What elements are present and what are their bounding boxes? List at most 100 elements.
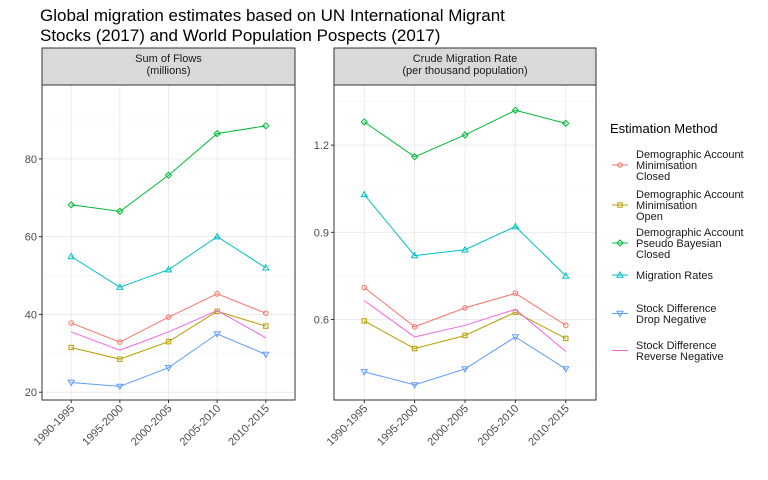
data-point [261, 263, 270, 271]
x-tick-label: 1995-2000 [375, 403, 421, 449]
data-point [67, 201, 75, 209]
y-tick-label: 1.2 [314, 140, 329, 152]
x-tick-label: 1995-2000 [80, 403, 126, 449]
x-tick-label: 2005-2010 [476, 403, 522, 449]
legend-label: Closed [636, 171, 670, 183]
legend-label: Demographic Account [636, 189, 744, 201]
data-point [117, 339, 123, 345]
data-point [461, 131, 469, 139]
data-point [214, 291, 220, 297]
legend-label: Open [636, 211, 663, 223]
chart-title-line-1: Global migration estimates based on UN I… [40, 6, 505, 25]
series-dam_closed [68, 291, 269, 345]
data-point [164, 365, 173, 372]
x-tick-label: 2000-2005 [425, 403, 471, 449]
data-point [410, 251, 419, 259]
legend: Estimation Method Demographic AccountMin… [610, 121, 744, 363]
data-point [261, 351, 270, 359]
series-sd_drop [360, 334, 570, 389]
data-point [360, 190, 369, 198]
x-tick-label: 2000-2005 [129, 403, 175, 449]
data-point [361, 318, 367, 324]
data-point [263, 323, 269, 329]
data-point [164, 171, 173, 179]
series-line [71, 125, 266, 212]
legend-key-marker [616, 310, 624, 318]
legend-key-marker [617, 162, 623, 168]
data-point [67, 379, 76, 387]
y-tick-label: 60 [25, 232, 37, 244]
legend-label: Drop Negative [636, 314, 706, 326]
y-tick-label: 40 [25, 309, 37, 321]
series-line [364, 336, 567, 386]
chart-title-line-2: Stocks (2017) and World Population Pospe… [40, 26, 440, 45]
panel-2: Crude Migration Rate(per thousand popula… [314, 47, 597, 449]
data-point [262, 122, 270, 130]
y-tick-label: 0.9 [314, 227, 329, 239]
data-point [117, 356, 123, 362]
legend-label: Reverse Negative [636, 351, 723, 363]
data-point [512, 290, 519, 297]
data-point [511, 334, 520, 341]
legend-key-marker [616, 239, 624, 247]
facet-strip-label: (millions) [147, 65, 191, 77]
series-line [363, 109, 566, 158]
data-point [461, 366, 469, 373]
legend-key-marker [617, 202, 623, 208]
facet-strip [333, 47, 597, 86]
legend-label: Minimisation [636, 160, 697, 172]
x-tick-label: 1990-1995 [32, 403, 78, 449]
data-point [360, 118, 368, 126]
data-point [563, 335, 569, 342]
series-sd_drop [67, 331, 270, 391]
series-line [71, 309, 267, 351]
data-point [67, 252, 76, 260]
series-line [363, 287, 567, 328]
legend-label: Minimisation [636, 200, 697, 212]
data-point [411, 323, 418, 330]
legend-label: Stock Difference [636, 340, 717, 352]
x-tick-label: 2010-2015 [226, 403, 272, 449]
facet-strip-label: Sum of Flows [135, 53, 202, 65]
data-point [461, 245, 469, 253]
legend-key-marker [616, 270, 624, 278]
data-point [411, 345, 418, 352]
data-point [115, 383, 124, 391]
legend-label: Stock Difference [636, 303, 717, 315]
series-dapb_closed [360, 106, 570, 161]
data-point [361, 284, 368, 291]
series-line [363, 194, 567, 277]
series-line [363, 300, 567, 352]
series-dapb_closed [67, 122, 270, 216]
x-tick-label: 1990-1995 [325, 403, 371, 449]
data-point [511, 106, 520, 114]
y-tick-label: 20 [25, 387, 37, 399]
y-tick-label: 0.6 [314, 315, 329, 327]
series-line [71, 310, 266, 360]
series-sd_reverse [363, 300, 567, 352]
data-point [165, 314, 172, 320]
facet-strip-label: (per thousand population) [402, 65, 527, 77]
legend-label: Pseudo Bayesian [636, 238, 722, 250]
legend-label: Migration Rates [636, 270, 714, 282]
data-point [213, 129, 221, 138]
data-point [462, 332, 468, 339]
x-tick-label: 2010-2015 [526, 403, 572, 449]
legend-label: Demographic Account [636, 227, 744, 239]
legend-title: Estimation Method [610, 121, 718, 136]
series-mig_rates [67, 232, 270, 290]
data-point [68, 344, 74, 351]
data-point [562, 322, 569, 329]
series-line [363, 311, 566, 350]
data-point [562, 119, 570, 128]
data-point [263, 310, 269, 317]
data-point [213, 232, 222, 240]
legend-label: Demographic Account [636, 149, 744, 161]
facet-strip-label: Crude Migration Rate [413, 53, 518, 65]
